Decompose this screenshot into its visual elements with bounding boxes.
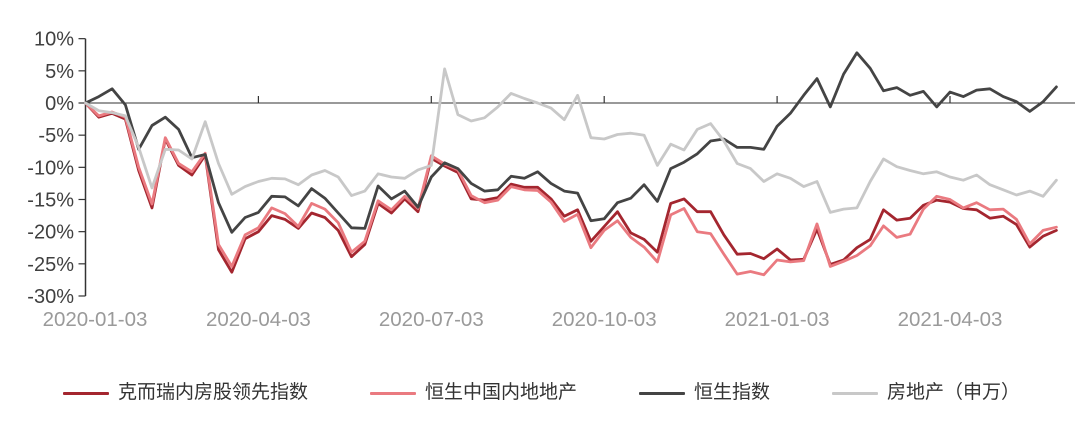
svg-text:-5%: -5% <box>38 125 74 147</box>
svg-text:5%: 5% <box>45 61 74 83</box>
svg-text:-15%: -15% <box>27 189 74 211</box>
legend-line-swatch <box>638 391 685 395</box>
legend-label: 房地产（申万） <box>886 382 1020 403</box>
legend-item-realestate-sw[interactable]: 房地产（申万） <box>831 381 1020 405</box>
svg-text:2020-01-03: 2020-01-03 <box>43 308 148 331</box>
svg-text:2020-10-03: 2020-10-03 <box>552 308 657 331</box>
legend-line-swatch <box>369 391 416 395</box>
legend-item-hs-mainland-properties[interactable]: 恒生中国内地地产 <box>369 381 577 405</box>
legend-label: 克而瑞内房股领先指数 <box>118 382 309 403</box>
svg-text:2021-01-03: 2021-01-03 <box>725 308 830 331</box>
svg-text:-30%: -30% <box>27 286 74 308</box>
svg-text:-25%: -25% <box>27 254 74 276</box>
legend-label: 恒生指数 <box>693 382 770 403</box>
legend-item-kr-index[interactable]: 克而瑞内房股领先指数 <box>63 381 308 405</box>
svg-text:-20%: -20% <box>27 222 74 244</box>
legend-line-swatch <box>831 391 878 395</box>
svg-text:2021-04-03: 2021-04-03 <box>898 308 1003 331</box>
svg-text:2020-04-03: 2020-04-03 <box>206 308 311 331</box>
svg-text:2020-07-03: 2020-07-03 <box>379 308 484 331</box>
svg-text:10%: 10% <box>34 29 74 51</box>
svg-text:-10%: -10% <box>27 157 74 179</box>
legend-item-hang-seng-index[interactable]: 恒生指数 <box>638 381 770 405</box>
legend: 克而瑞内房股领先指数 恒生中国内地地产 恒生指数 房地产（申万） <box>0 381 1080 405</box>
svg-text:0%: 0% <box>45 93 74 115</box>
legend-line-swatch <box>63 391 109 395</box>
legend-label: 恒生中国内地地产 <box>424 382 577 403</box>
